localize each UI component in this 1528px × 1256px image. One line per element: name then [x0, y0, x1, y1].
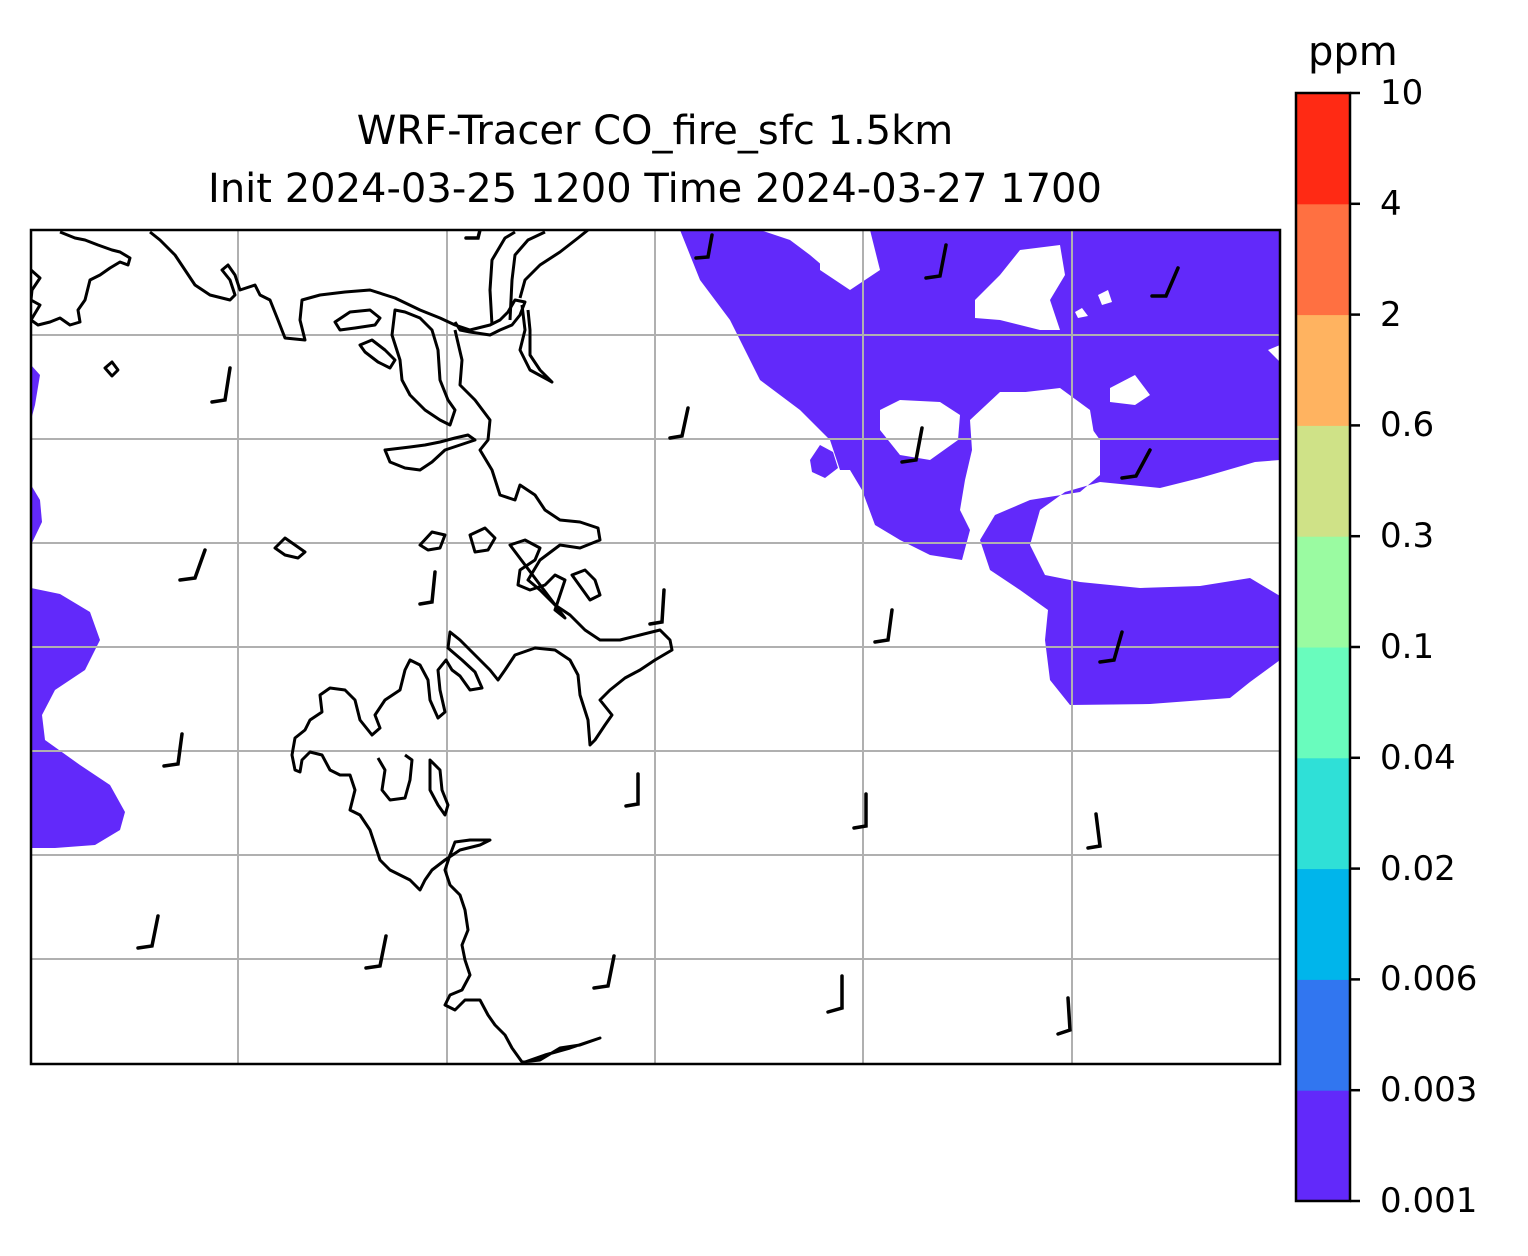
colorbar-band — [1296, 868, 1350, 980]
colorbar-band — [1296, 1090, 1350, 1202]
wind-barb — [900, 426, 924, 464]
field-region-northeast — [680, 230, 1280, 705]
colorbar-unit-label: ppm — [1308, 29, 1398, 75]
coastline-island-e — [418, 530, 447, 552]
wind-barb — [873, 608, 894, 644]
field-blob-small — [810, 445, 838, 478]
wind-barb — [364, 934, 388, 970]
colorbar-band — [1296, 979, 1350, 1091]
colorbar-tick-label: 0.6 — [1380, 405, 1435, 446]
coastline-island-d — [273, 536, 307, 560]
field-region-west-upper — [31, 365, 40, 420]
wind-barb — [648, 588, 666, 626]
coastlines — [31, 230, 674, 1064]
coastline-island-a — [333, 308, 382, 332]
coastline-inlet-c — [383, 433, 477, 472]
colorbar-ticks — [1350, 91, 1360, 1203]
field-hole-h — [1075, 308, 1088, 318]
wind-barb — [1120, 448, 1152, 480]
field-region-west-mid — [31, 485, 42, 545]
wind-barb — [826, 974, 844, 1014]
coastline-northern-spit — [518, 304, 554, 384]
coastline-main-fjord — [290, 329, 674, 1064]
colorbar-tick-label: 0.02 — [1380, 848, 1456, 889]
colorbar — [1296, 93, 1350, 1202]
wind-barb — [1086, 812, 1102, 850]
wind-barb — [592, 954, 616, 990]
colorbar-tick-label: 0.3 — [1380, 516, 1435, 557]
wind-barb — [210, 366, 232, 404]
colorbar-tick-label: 10 — [1380, 73, 1424, 113]
colorbar-band — [1296, 93, 1350, 205]
wind-barb — [162, 732, 184, 768]
colorbar-band — [1296, 757, 1350, 870]
wind-barb — [852, 792, 868, 830]
title-line-2: Init 2024-03-25 1200 Time 2024-03-27 170… — [208, 166, 1102, 212]
colorbar-band — [1296, 314, 1350, 426]
colorbar-tick-label: 2 — [1380, 294, 1402, 335]
coastline-island-f — [468, 526, 497, 554]
coastline-island-g — [570, 568, 602, 602]
coastline-island-b — [358, 338, 397, 370]
title-line-1: WRF-Tracer CO_fire_sfc 1.5km — [356, 108, 954, 154]
wind-barb — [1098, 630, 1124, 664]
wind-barb — [464, 230, 482, 240]
coastline-northern-channel — [488, 230, 589, 326]
colorbar-tick-label: 0.1 — [1380, 627, 1435, 667]
field-hole-f — [1110, 375, 1150, 405]
colorbar-tick-label: 0.006 — [1380, 959, 1478, 1000]
field-region-west — [31, 588, 125, 848]
wind-barb — [1150, 266, 1180, 298]
wind-barb — [1056, 996, 1072, 1036]
field-hole-g — [1098, 290, 1112, 305]
coastline-inlet-d — [508, 538, 567, 620]
co-concentration-field — [31, 230, 1280, 848]
wind-barbs — [136, 230, 1180, 1036]
field-hole-b — [975, 245, 1065, 330]
map-panel — [31, 230, 1280, 1064]
colorbar-tick-label: 0.003 — [1380, 1070, 1478, 1111]
colorbar-tick-label: 0.04 — [1380, 737, 1456, 778]
coastline-inlet-e — [376, 753, 450, 817]
wind-barb — [668, 406, 690, 440]
wind-barb — [178, 548, 207, 582]
colorbar-band — [1296, 647, 1350, 759]
wind-barb — [136, 914, 160, 950]
wind-barb — [624, 772, 640, 808]
map-gridlines — [31, 230, 1280, 1064]
colorbar-tick-label: 0.001 — [1380, 1181, 1478, 1221]
coastline-inlet-b — [390, 308, 457, 427]
coastline-north-coast — [31, 230, 132, 327]
colorbar-tick-label: 4 — [1380, 183, 1402, 224]
wind-barb — [924, 243, 948, 280]
wind-barb — [418, 570, 437, 606]
colorbar-band — [1296, 425, 1350, 537]
field-hole-c — [820, 230, 880, 290]
field-hole-e — [990, 388, 1095, 472]
coastline-island-c — [103, 360, 120, 378]
map-border — [29, 228, 1282, 1066]
wind-barb — [694, 233, 714, 260]
colorbar-band — [1296, 536, 1350, 648]
colorbar-band — [1296, 203, 1350, 316]
